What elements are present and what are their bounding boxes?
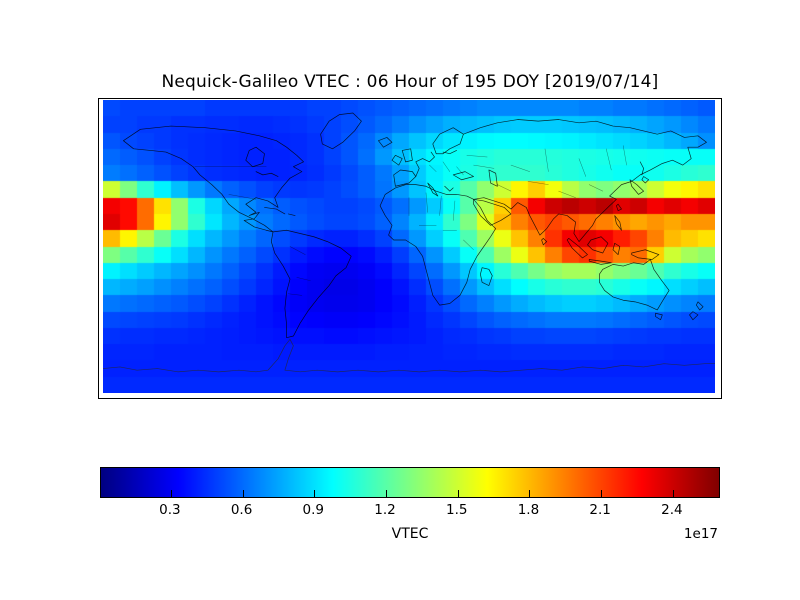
coast-asia: [463, 120, 706, 242]
colorbar-tick: [314, 490, 316, 497]
coast-indonesia: [567, 237, 659, 265]
coast-arabia: [474, 199, 511, 225]
colorbar-gradient: [101, 468, 719, 497]
coast-italy-greece: [428, 183, 454, 196]
coastlines-overlay: [103, 100, 715, 393]
coast-greenland: [321, 113, 362, 149]
colorbar-tick: [529, 490, 531, 497]
coast-black-sea: [453, 172, 473, 180]
colorbar-axis-label: VTEC: [391, 526, 429, 542]
colorbar-tick-label: 2.4: [661, 502, 683, 518]
coast-antarctica: [103, 339, 715, 372]
coast-great-lakes: [256, 172, 278, 177]
coast-caspian-sea: [489, 170, 498, 186]
colorbar-tick-label: 1.2: [374, 502, 396, 518]
coast-australia: [599, 260, 669, 320]
coast-british-isles: [392, 149, 412, 165]
coast-hudson-bay: [246, 147, 265, 167]
coast-caribbean: [265, 207, 296, 215]
colorbar-tick: [457, 490, 459, 497]
coast-iceland: [378, 137, 392, 147]
colorbar: [100, 467, 720, 498]
coast-scandinavia: [433, 128, 464, 154]
coast-iberia: [394, 170, 416, 186]
colorbar-tick-label: 1.5: [445, 502, 468, 518]
coast-west-europe: [416, 152, 435, 176]
coast-africa: [380, 185, 496, 305]
coast-taiwan-philippines: [542, 204, 622, 245]
colorbar-tick: [242, 490, 244, 497]
coast-north-america: [123, 126, 303, 232]
colorbar-tick: [386, 490, 388, 497]
country-borders: [195, 146, 627, 296]
colorbar-tick-label: 0.6: [230, 502, 253, 518]
coast-south-america: [271, 230, 351, 337]
colorbar-tick-label: 0.3: [159, 502, 181, 518]
colorbar-scale-label: 1e17: [683, 526, 718, 542]
coast-new-zealand: [690, 302, 704, 320]
page-title: Nequick-Galileo VTEC : 06 Hour of 195 DO…: [161, 72, 659, 92]
colorbar-tick: [601, 490, 603, 497]
coast-madagascar: [480, 268, 492, 286]
colorbar-tick-label: 1.8: [517, 502, 540, 518]
coast-japan: [630, 162, 649, 195]
colorbar-tick-label: 0.9: [302, 502, 325, 518]
colorbar-tick: [672, 490, 674, 497]
colorbar-tick: [170, 490, 172, 497]
colorbar-tick-label: 2.1: [589, 502, 611, 518]
